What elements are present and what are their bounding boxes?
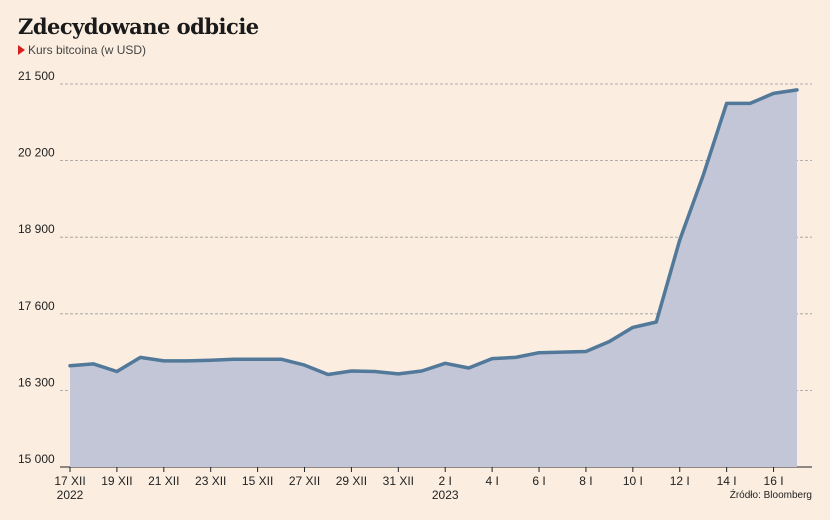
y-tick-label: 17 600 bbox=[18, 299, 55, 313]
y-tick-label: 18 900 bbox=[18, 222, 55, 236]
y-tick-label: 15 000 bbox=[18, 452, 55, 466]
x-tick-label: 15 XII bbox=[242, 474, 273, 488]
y-tick-label: 20 200 bbox=[18, 146, 55, 160]
area-fill bbox=[70, 89, 797, 468]
source-note: Źródło: Bloomberg bbox=[729, 490, 812, 501]
x-tick-label: 19 XII bbox=[101, 474, 132, 488]
y-axis: 15 000 16 300 17 600 18 900 20 200 21 500 bbox=[18, 69, 55, 466]
x-tick-label: 21 XII bbox=[148, 474, 179, 488]
series-line bbox=[68, 88, 799, 377]
x-tick-label: 31 XII bbox=[383, 474, 414, 488]
red-triangle-icon bbox=[18, 45, 25, 55]
subtitle-text: Kurs bitcoina (w USD) bbox=[28, 43, 147, 57]
x-tick-label: 16 I bbox=[764, 474, 784, 488]
x-tick-label: 6 I bbox=[532, 474, 545, 488]
x-tick-label: 10 I bbox=[623, 474, 643, 488]
x-tick-label: 2 I bbox=[439, 474, 452, 488]
x-tick-label: 23 XII bbox=[195, 474, 226, 488]
x-tick-label: 29 XII bbox=[336, 474, 367, 488]
y-tick-label: 16 300 bbox=[18, 375, 55, 389]
x-tick-label: 8 I bbox=[579, 474, 592, 488]
y-tick-label: 21 500 bbox=[18, 69, 55, 83]
x-tick-sublabel: 2023 bbox=[432, 488, 459, 502]
x-tick-sublabel: 2022 bbox=[57, 488, 84, 502]
x-tick-label: 14 I bbox=[717, 474, 737, 488]
chart-subtitle: Kurs bitcoina (w USD) bbox=[18, 43, 146, 57]
chart-title: Zdecydowane odbicie bbox=[18, 14, 259, 39]
x-tick-label: 27 XII bbox=[289, 474, 320, 488]
x-tick-label: 17 XII bbox=[54, 474, 85, 488]
series-area bbox=[68, 88, 799, 468]
x-tick-label: 12 I bbox=[670, 474, 690, 488]
x-tick-label: 4 I bbox=[485, 474, 498, 488]
